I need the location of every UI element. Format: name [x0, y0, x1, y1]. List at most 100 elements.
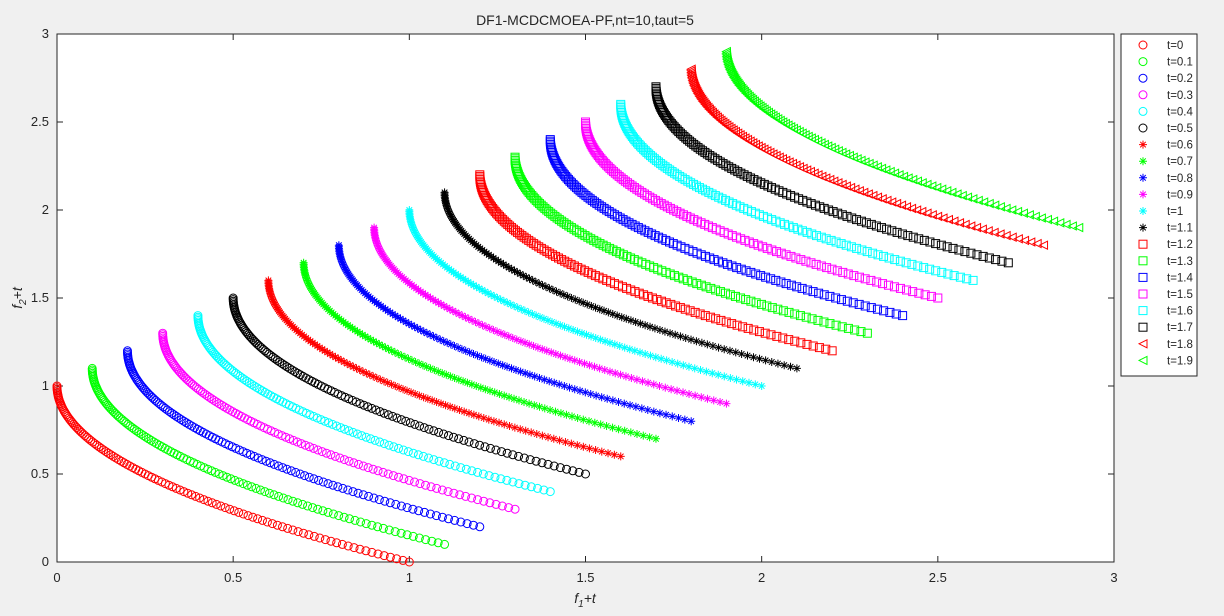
x-tick-label: 1: [406, 570, 413, 585]
data-point: [369, 337, 378, 346]
series-t=1.4: [545, 135, 908, 321]
legend-marker: [1138, 306, 1148, 316]
data-point: [304, 530, 314, 540]
data-point: [726, 374, 735, 382]
data-point: [142, 387, 152, 397]
data-point: [343, 359, 352, 368]
data-point: [681, 334, 690, 342]
data-point: [394, 350, 403, 358]
data-point: [392, 413, 402, 423]
data-point: [695, 144, 705, 154]
data-point: [616, 452, 625, 461]
data-point: [423, 292, 432, 301]
data-point: [396, 415, 406, 425]
data-point: [755, 354, 764, 363]
data-point: [496, 213, 506, 223]
data-point: [407, 356, 416, 365]
data-point: [705, 105, 716, 116]
data-point: [521, 338, 530, 347]
data-point: [493, 327, 502, 336]
data-point: [496, 329, 505, 338]
data-point: [484, 199, 494, 209]
data-point: [337, 255, 346, 264]
data-point: [282, 362, 292, 372]
data-point: [467, 466, 477, 476]
data-point: [404, 354, 413, 363]
data-point: [806, 258, 816, 268]
data-point: [282, 464, 292, 474]
data-point: [583, 232, 593, 242]
data-point: [450, 342, 459, 350]
data-point: [821, 234, 831, 244]
data-point: [260, 487, 270, 497]
data-point: [502, 262, 511, 270]
data-point: [175, 485, 185, 495]
data-point: [195, 493, 205, 503]
data-point: [1048, 216, 1059, 227]
data-point: [545, 248, 555, 258]
data-point: [731, 348, 740, 357]
data-point: [827, 346, 837, 356]
data-point: [585, 138, 595, 148]
data-point: [209, 395, 219, 405]
data-point: [457, 345, 466, 354]
data-point: [504, 263, 513, 272]
data-point: [179, 416, 189, 426]
data-point: [415, 391, 424, 400]
data-point: [651, 353, 660, 362]
data-point: [520, 306, 529, 315]
data-point: [326, 536, 336, 546]
data-point: [550, 155, 560, 165]
data-point: [925, 264, 935, 274]
data-point: [456, 273, 465, 282]
data-point: [702, 102, 713, 113]
data-point: [288, 525, 298, 535]
data-point: [592, 237, 602, 247]
data-point: [460, 407, 469, 416]
data-point: [666, 299, 676, 309]
data-point: [480, 191, 490, 201]
data-point: [467, 380, 476, 389]
data-point: [655, 382, 664, 390]
data-point: [191, 491, 201, 501]
data-point: [305, 281, 314, 290]
data-point: [625, 179, 635, 189]
x-axis-label-base: f: [574, 590, 580, 606]
data-point: [469, 439, 479, 449]
data-point: [489, 326, 498, 334]
data-point: [349, 458, 359, 468]
data-point: [338, 483, 348, 493]
data-point: [1054, 217, 1065, 228]
data-point: [919, 235, 929, 245]
data-point: [556, 289, 565, 298]
data-point: [387, 346, 396, 355]
data-point: [439, 458, 449, 468]
data-point: [707, 189, 717, 199]
data-point: [671, 123, 681, 133]
data-point: [449, 488, 459, 498]
data-point: [1060, 219, 1071, 230]
data-point: [104, 402, 114, 412]
data-point: [386, 308, 395, 317]
data-point: [767, 245, 777, 255]
data-point: [562, 464, 572, 474]
data-point: [202, 391, 212, 401]
data-point: [890, 255, 900, 265]
data-point: [780, 361, 789, 370]
data-point: [285, 363, 295, 373]
data-point: [645, 192, 655, 202]
data-point: [446, 210, 455, 219]
data-point: [73, 424, 83, 434]
data-point: [816, 261, 826, 271]
data-point: [722, 399, 731, 408]
data-point: [738, 322, 748, 332]
data-point: [943, 269, 953, 279]
data-point: [620, 426, 629, 435]
data-point: [821, 344, 831, 354]
data-point: [496, 258, 505, 267]
data-point: [566, 259, 576, 269]
data-point: [707, 152, 717, 162]
y-tick-label: 0.5: [31, 466, 49, 481]
data-point: [756, 271, 766, 281]
